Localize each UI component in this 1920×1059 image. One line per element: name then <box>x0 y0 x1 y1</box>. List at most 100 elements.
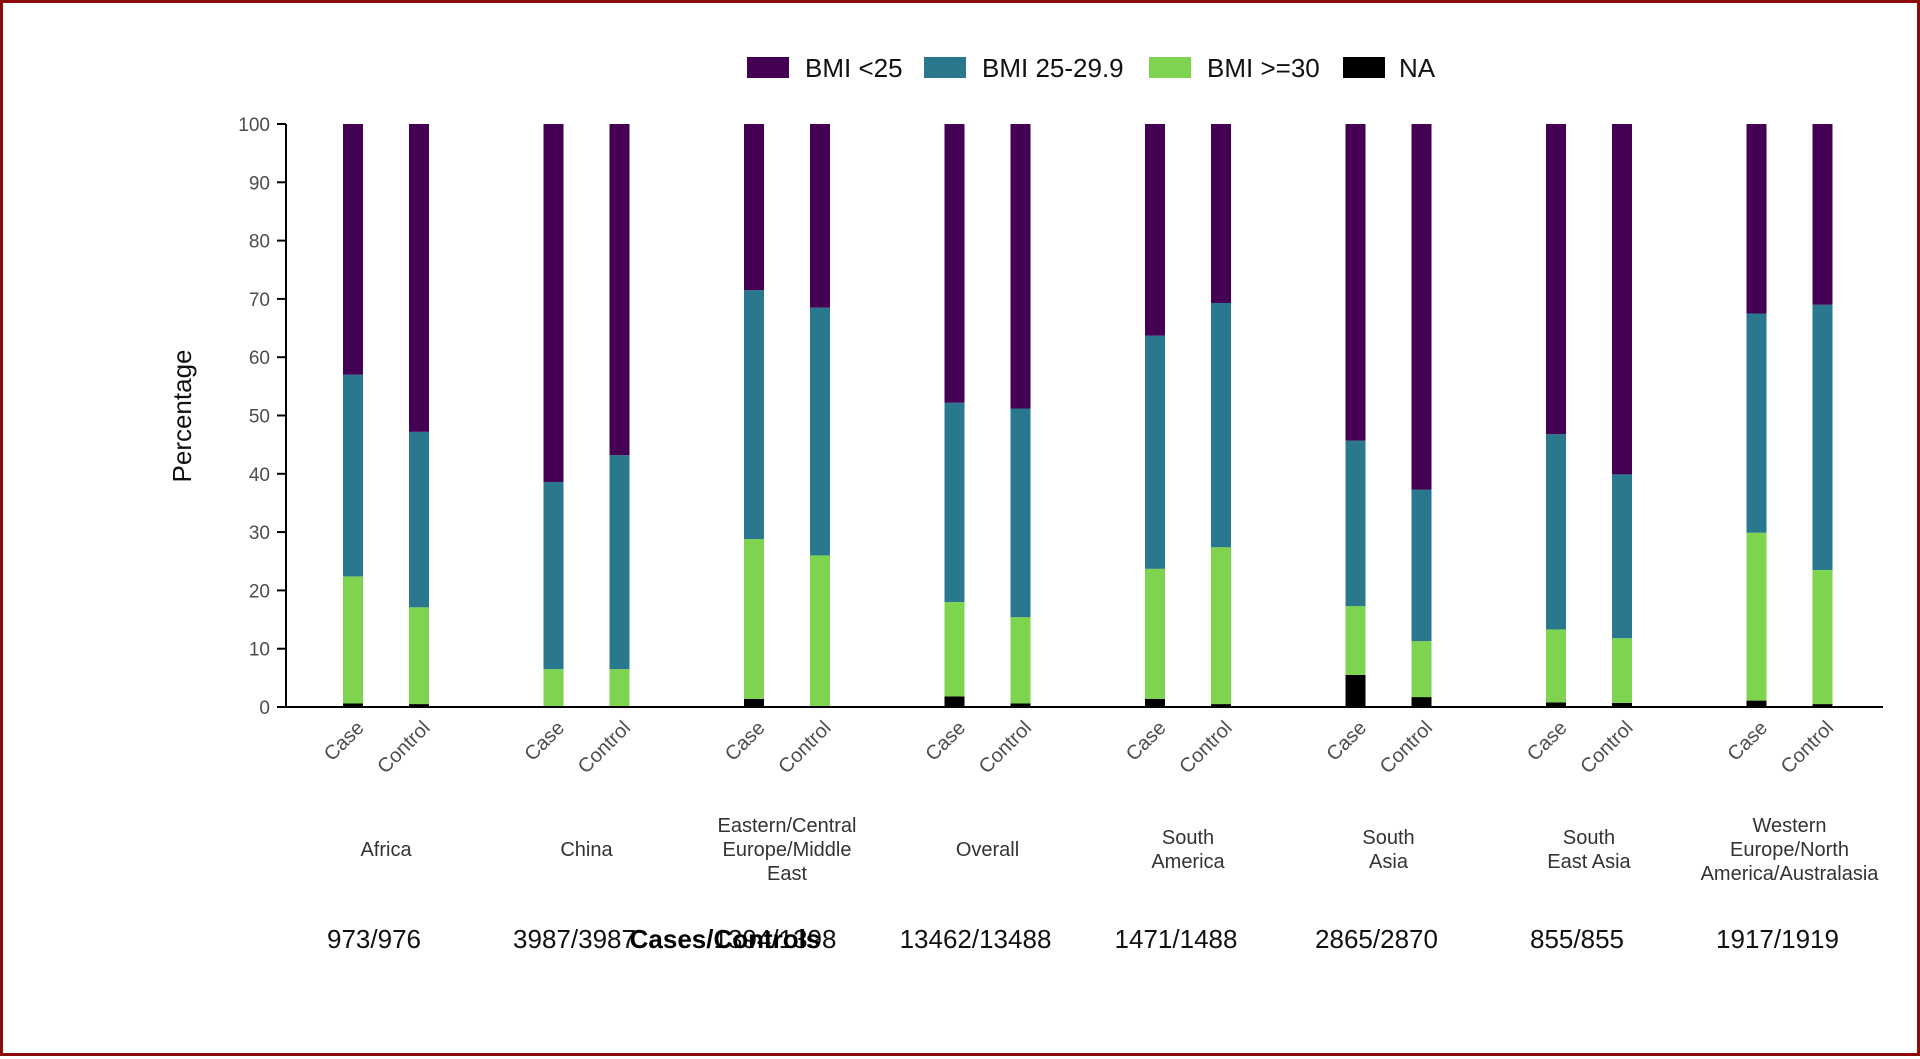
bar-segment-south-asia-case-bmi-25 <box>1345 124 1366 441</box>
bar-segment-south-east-asia-case-bmi-30 <box>1546 629 1566 703</box>
x-tick-label-control: Control <box>574 717 635 778</box>
bar-segment-western-europe-north-america-australasia-case-bmi-30 <box>1746 532 1767 701</box>
bar-segment-africa-case-na <box>343 703 363 707</box>
y-tick-label: 90 <box>249 173 270 194</box>
bar-segment-western-europe-north-america-australasia-case-bmi-25 <box>1746 124 1767 314</box>
bar-segment-china-case-bmi-25 <box>543 124 564 482</box>
bar-segment-africa-case-bmi-25 <box>343 124 363 375</box>
bar-segment-south-america-case-bmi-25 <box>1145 124 1165 336</box>
x-tick-label-case: Case <box>1322 717 1371 766</box>
bar-segment-south-america-control-bmi-30 <box>1211 547 1231 705</box>
bar-segment-africa-case-bmi-25-29-9 <box>343 374 363 577</box>
bar-segment-south-east-asia-case-bmi-25 <box>1546 124 1566 435</box>
bar-segment-south-america-control-bmi-25-29-9 <box>1211 302 1231 548</box>
legend-swatch-bmi-30 <box>1149 57 1191 78</box>
x-tick-label-case: Case <box>1723 717 1772 766</box>
bar-segment-south-east-asia-case-bmi-25-29-9 <box>1546 434 1566 630</box>
y-tick-label: 50 <box>249 407 270 428</box>
region-label-line: South <box>1162 827 1214 849</box>
region-label-line: South <box>1563 827 1615 849</box>
count-label-south-america: 1471/1488 <box>1115 924 1238 954</box>
cases-controls-label: Cases/Controls <box>630 924 821 954</box>
region-label-line: East <box>767 863 807 885</box>
legend-label-bmi-25-29-9: BMI 25-29.9 <box>982 53 1124 83</box>
bar-segment-western-europe-north-america-australasia-control-bmi-25 <box>1812 124 1833 305</box>
legend-swatch-na <box>1343 57 1385 78</box>
y-tick-label: 30 <box>249 523 270 544</box>
bar-segment-eastern-central-europe-middle-east-control-bmi-25 <box>810 124 830 308</box>
count-labels: 973/976 3987/3987 1394/1398 13462/13488 1471… <box>327 924 1839 954</box>
bar-segment-china-case-bmi-30 <box>543 669 564 707</box>
bar-segment-south-east-asia-control-na <box>1612 702 1632 707</box>
region-label-line: Europe/North <box>1730 839 1849 861</box>
x-tick-label-case: Case <box>1122 717 1171 766</box>
bar-segment-africa-control-bmi-30 <box>409 607 429 705</box>
bar-segment-south-america-case-na <box>1145 698 1165 707</box>
bar-segment-china-control-bmi-30 <box>609 669 630 707</box>
bar-segment-china-case-bmi-25-29-9 <box>543 481 564 670</box>
x-tick-label-control: Control <box>975 717 1036 778</box>
bar-segment-south-america-case-bmi-30 <box>1145 568 1165 699</box>
bar-segment-overall-case-bmi-30 <box>944 602 965 697</box>
bars <box>343 124 1833 707</box>
bar-segment-south-america-control-na <box>1211 704 1231 707</box>
y-tick-label: 40 <box>249 465 270 486</box>
bar-segment-overall-case-na <box>944 696 965 707</box>
count-label-south-east-asia: 855/855 <box>1530 924 1624 954</box>
region-label-line: Africa <box>360 839 412 861</box>
bar-segment-eastern-central-europe-middle-east-control-bmi-25-29-9 <box>810 307 830 556</box>
region-label-line: America/Australasia <box>1701 863 1880 885</box>
bar-segment-china-control-bmi-25-29-9 <box>609 455 630 670</box>
region-label-line: Overall <box>956 839 1019 861</box>
bar-segment-south-america-control-bmi-25 <box>1211 124 1231 303</box>
y-tick-label: 20 <box>249 581 270 602</box>
y-tick-label: 80 <box>249 232 270 253</box>
bar-segment-western-europe-north-america-australasia-control-bmi-25-29-9 <box>1812 304 1833 570</box>
bar-segment-africa-control-na <box>409 704 429 707</box>
x-tick-label-control: Control <box>1175 717 1236 778</box>
bar-segment-south-east-asia-control-bmi-25 <box>1612 124 1632 475</box>
bar-segment-western-europe-north-america-australasia-control-na <box>1812 704 1833 707</box>
x-axis: Case Control Case Control Case Control Case Con… <box>285 706 1883 778</box>
legend: BMI <25 BMI 25-29.9 BMI >=30 NA <box>747 53 1436 83</box>
region-label-line: East Asia <box>1547 851 1631 873</box>
bar-segment-south-east-asia-case-na <box>1546 702 1566 707</box>
bar-segment-eastern-central-europe-middle-east-case-bmi-25 <box>744 124 764 291</box>
bar-segment-south-asia-control-bmi-25-29-9 <box>1411 489 1432 642</box>
bar-segment-western-europe-north-america-australasia-control-bmi-30 <box>1812 569 1833 705</box>
region-label-line: Asia <box>1369 851 1409 873</box>
y-axis: 0 10 20 30 40 50 60 70 80 90 100 <box>238 115 287 719</box>
bar-segment-eastern-central-europe-middle-east-case-bmi-30 <box>744 539 764 699</box>
bar-segment-south-asia-control-bmi-30 <box>1411 641 1432 698</box>
bar-segment-africa-control-bmi-25-29-9 <box>409 431 429 608</box>
x-tick-label-case: Case <box>320 717 369 766</box>
bar-segment-south-east-asia-control-bmi-30 <box>1612 638 1632 703</box>
legend-label-bmi-30: BMI >=30 <box>1207 53 1320 83</box>
bar-segment-south-asia-control-bmi-25 <box>1411 124 1432 490</box>
region-label-line: South <box>1362 827 1414 849</box>
legend-label-bmi-25: BMI <25 <box>805 53 903 83</box>
count-label-overall: 13462/13488 <box>900 924 1052 954</box>
count-label-western-europe-north-america-australasia: 1917/1919 <box>1716 924 1839 954</box>
bar-segment-eastern-central-europe-middle-east-control-bmi-30 <box>810 555 830 707</box>
count-label-china: 3987/3987 <box>513 924 636 954</box>
x-tick-label-case: Case <box>520 717 569 766</box>
legend-swatch-bmi-25 <box>747 57 789 78</box>
bar-segment-south-asia-case-na <box>1345 674 1366 707</box>
bar-segment-south-america-case-bmi-25-29-9 <box>1145 335 1165 569</box>
count-label-eastern-central-europe-middle-east: 1394/1398 <box>714 924 837 954</box>
bar-segment-overall-case-bmi-25-29-9 <box>944 402 965 603</box>
region-label-line: America <box>1151 851 1225 873</box>
region-labels: Africa ChinaEastern/CentralEurope/MiddleE… <box>360 815 1879 885</box>
stacked-bar-chart: BMI <25 BMI 25-29.9 BMI >=30 NA Percentage … <box>167 53 1883 954</box>
bar-segment-south-asia-control-na <box>1411 697 1432 707</box>
bar-segment-western-europe-north-america-australasia-case-na <box>1746 700 1767 707</box>
x-tick-label-control: Control <box>1777 717 1838 778</box>
x-tick-label-control: Control <box>1576 717 1637 778</box>
bar-segment-overall-control-bmi-25 <box>1010 124 1031 409</box>
x-tick-label-case: Case <box>1523 717 1572 766</box>
bar-segment-china-control-bmi-25 <box>609 124 630 456</box>
count-label-africa: 973/976 <box>327 924 421 954</box>
y-tick-label: 100 <box>238 115 270 136</box>
x-tick-label-case: Case <box>921 717 970 766</box>
